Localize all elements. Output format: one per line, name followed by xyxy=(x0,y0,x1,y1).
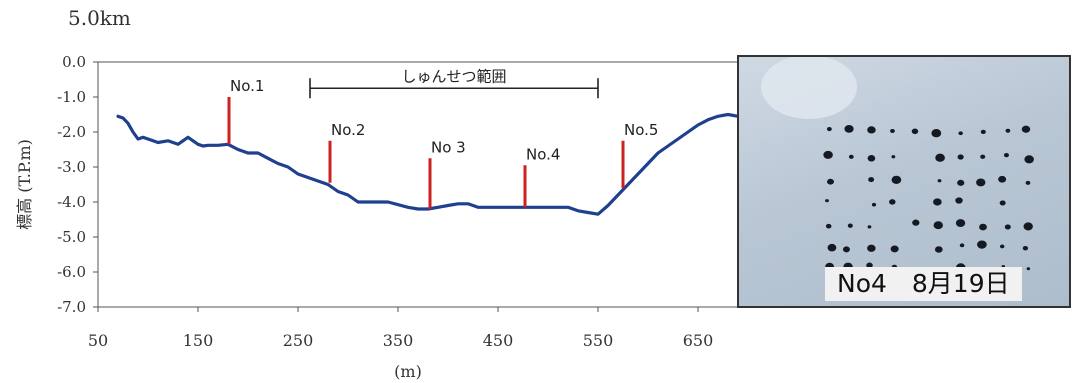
sediment-dot xyxy=(826,127,832,132)
sediment-dots xyxy=(823,124,1034,272)
photo-glare xyxy=(761,57,857,119)
sediment-dot xyxy=(911,128,919,135)
x-tick-label: 50 xyxy=(88,331,108,350)
sediment-dot xyxy=(847,223,853,228)
y-tick-label: 0.0 xyxy=(62,53,86,71)
photo-image xyxy=(761,57,1034,272)
sediment-dot xyxy=(933,221,943,230)
sediment-dot xyxy=(866,262,873,269)
sediment-dot xyxy=(931,129,942,138)
x-tick-label: 450 xyxy=(483,331,514,350)
sediment-dot xyxy=(1024,155,1034,164)
sediment-dot xyxy=(1005,128,1011,133)
sediment-dot xyxy=(825,223,832,229)
sediment-dot xyxy=(1022,245,1029,251)
sediment-dot xyxy=(935,153,945,162)
x-tick-label: 250 xyxy=(283,331,314,350)
sediment-dot xyxy=(912,219,920,226)
sediment-dot xyxy=(842,246,850,253)
x-axis-title: (m) xyxy=(394,362,422,381)
sediment-dot xyxy=(955,197,963,204)
plot-frame xyxy=(97,61,739,308)
sediment-dot xyxy=(825,199,829,203)
y-axis-title: 標高 (T.P.m) xyxy=(15,139,34,230)
sample-photo: No4 8月19日 xyxy=(737,55,1071,308)
sediment-dot xyxy=(889,199,896,205)
sediment-dot xyxy=(980,154,986,159)
sediment-dot xyxy=(958,131,963,136)
sediment-dot xyxy=(934,246,943,253)
sediment-dot xyxy=(977,240,987,249)
axes-layer xyxy=(93,61,739,312)
sediment-dot xyxy=(823,150,833,159)
sediment-dot xyxy=(871,202,877,207)
range-label: しゅんせつ範囲 xyxy=(401,67,506,85)
sediment-dot xyxy=(827,243,837,252)
sediment-dot xyxy=(955,219,966,228)
x-tick-label: 550 xyxy=(583,331,614,350)
marker-label-4: No.4 xyxy=(526,145,560,163)
y-tick-label: -4.0 xyxy=(57,193,86,211)
sediment-dot xyxy=(999,200,1006,206)
marker-label-1: No.1 xyxy=(230,77,264,95)
sediment-dot xyxy=(1021,125,1031,133)
sediment-dot xyxy=(867,225,872,229)
marker-label-2: No.2 xyxy=(331,121,365,139)
sediment-dot xyxy=(867,244,876,252)
y-tick-label: -1.0 xyxy=(57,88,86,106)
section-label: 5.0km xyxy=(68,6,131,30)
sediment-dot xyxy=(867,126,876,134)
sediment-dot xyxy=(848,154,854,159)
sediment-dot xyxy=(890,245,899,253)
marks-layer xyxy=(116,78,740,216)
elevation-series-line xyxy=(116,112,740,216)
y-tick-label: -2.0 xyxy=(57,123,86,141)
sediment-dot xyxy=(957,154,964,160)
elevation-profile-chart: 0.0 -1.0 -2.0 -3.0 -4.0 -5.0 -6.0 -7.050 150 250 3… xyxy=(15,53,740,381)
sediment-dot xyxy=(1023,222,1033,231)
sediment-dot xyxy=(890,128,895,134)
y-tick-label: -5.0 xyxy=(57,228,86,246)
sediment-dot xyxy=(1025,180,1031,185)
sediment-dot xyxy=(937,179,942,183)
sediment-dot xyxy=(891,175,902,184)
y-tick-label: -6.0 xyxy=(57,263,86,281)
y-tick-label: -7.0 xyxy=(57,298,86,316)
x-tick-label: 650 xyxy=(683,331,714,350)
sediment-dot xyxy=(868,177,875,183)
sediment-dot xyxy=(959,243,965,248)
sediment-dot xyxy=(826,178,834,185)
sediment-dot xyxy=(976,178,986,187)
y-tick-label: -3.0 xyxy=(57,158,86,176)
sediment-dot xyxy=(844,124,854,133)
sediment-dot xyxy=(867,155,876,162)
sediment-dot xyxy=(979,223,987,231)
sediment-dot xyxy=(957,179,965,186)
sediment-dot xyxy=(1026,267,1031,271)
sediment-dot xyxy=(891,155,896,159)
x-tick-label: 350 xyxy=(383,331,414,350)
sediment-dot xyxy=(999,244,1005,249)
sediment-dot xyxy=(1004,224,1011,230)
sediment-dot xyxy=(998,175,1007,183)
sediment-dot xyxy=(933,198,942,206)
marker-label-5: No.5 xyxy=(624,121,658,139)
x-tick-label: 150 xyxy=(183,331,214,350)
labels-layer: 0.0 -1.0 -2.0 -3.0 -4.0 -5.0 -6.0 -7.050 150 250 3… xyxy=(15,53,713,381)
photo-caption: No4 8月19日 xyxy=(825,267,1022,301)
marker-label-3: No 3 xyxy=(431,138,466,156)
sediment-dot xyxy=(980,129,986,135)
sediment-dot xyxy=(1003,153,1009,158)
